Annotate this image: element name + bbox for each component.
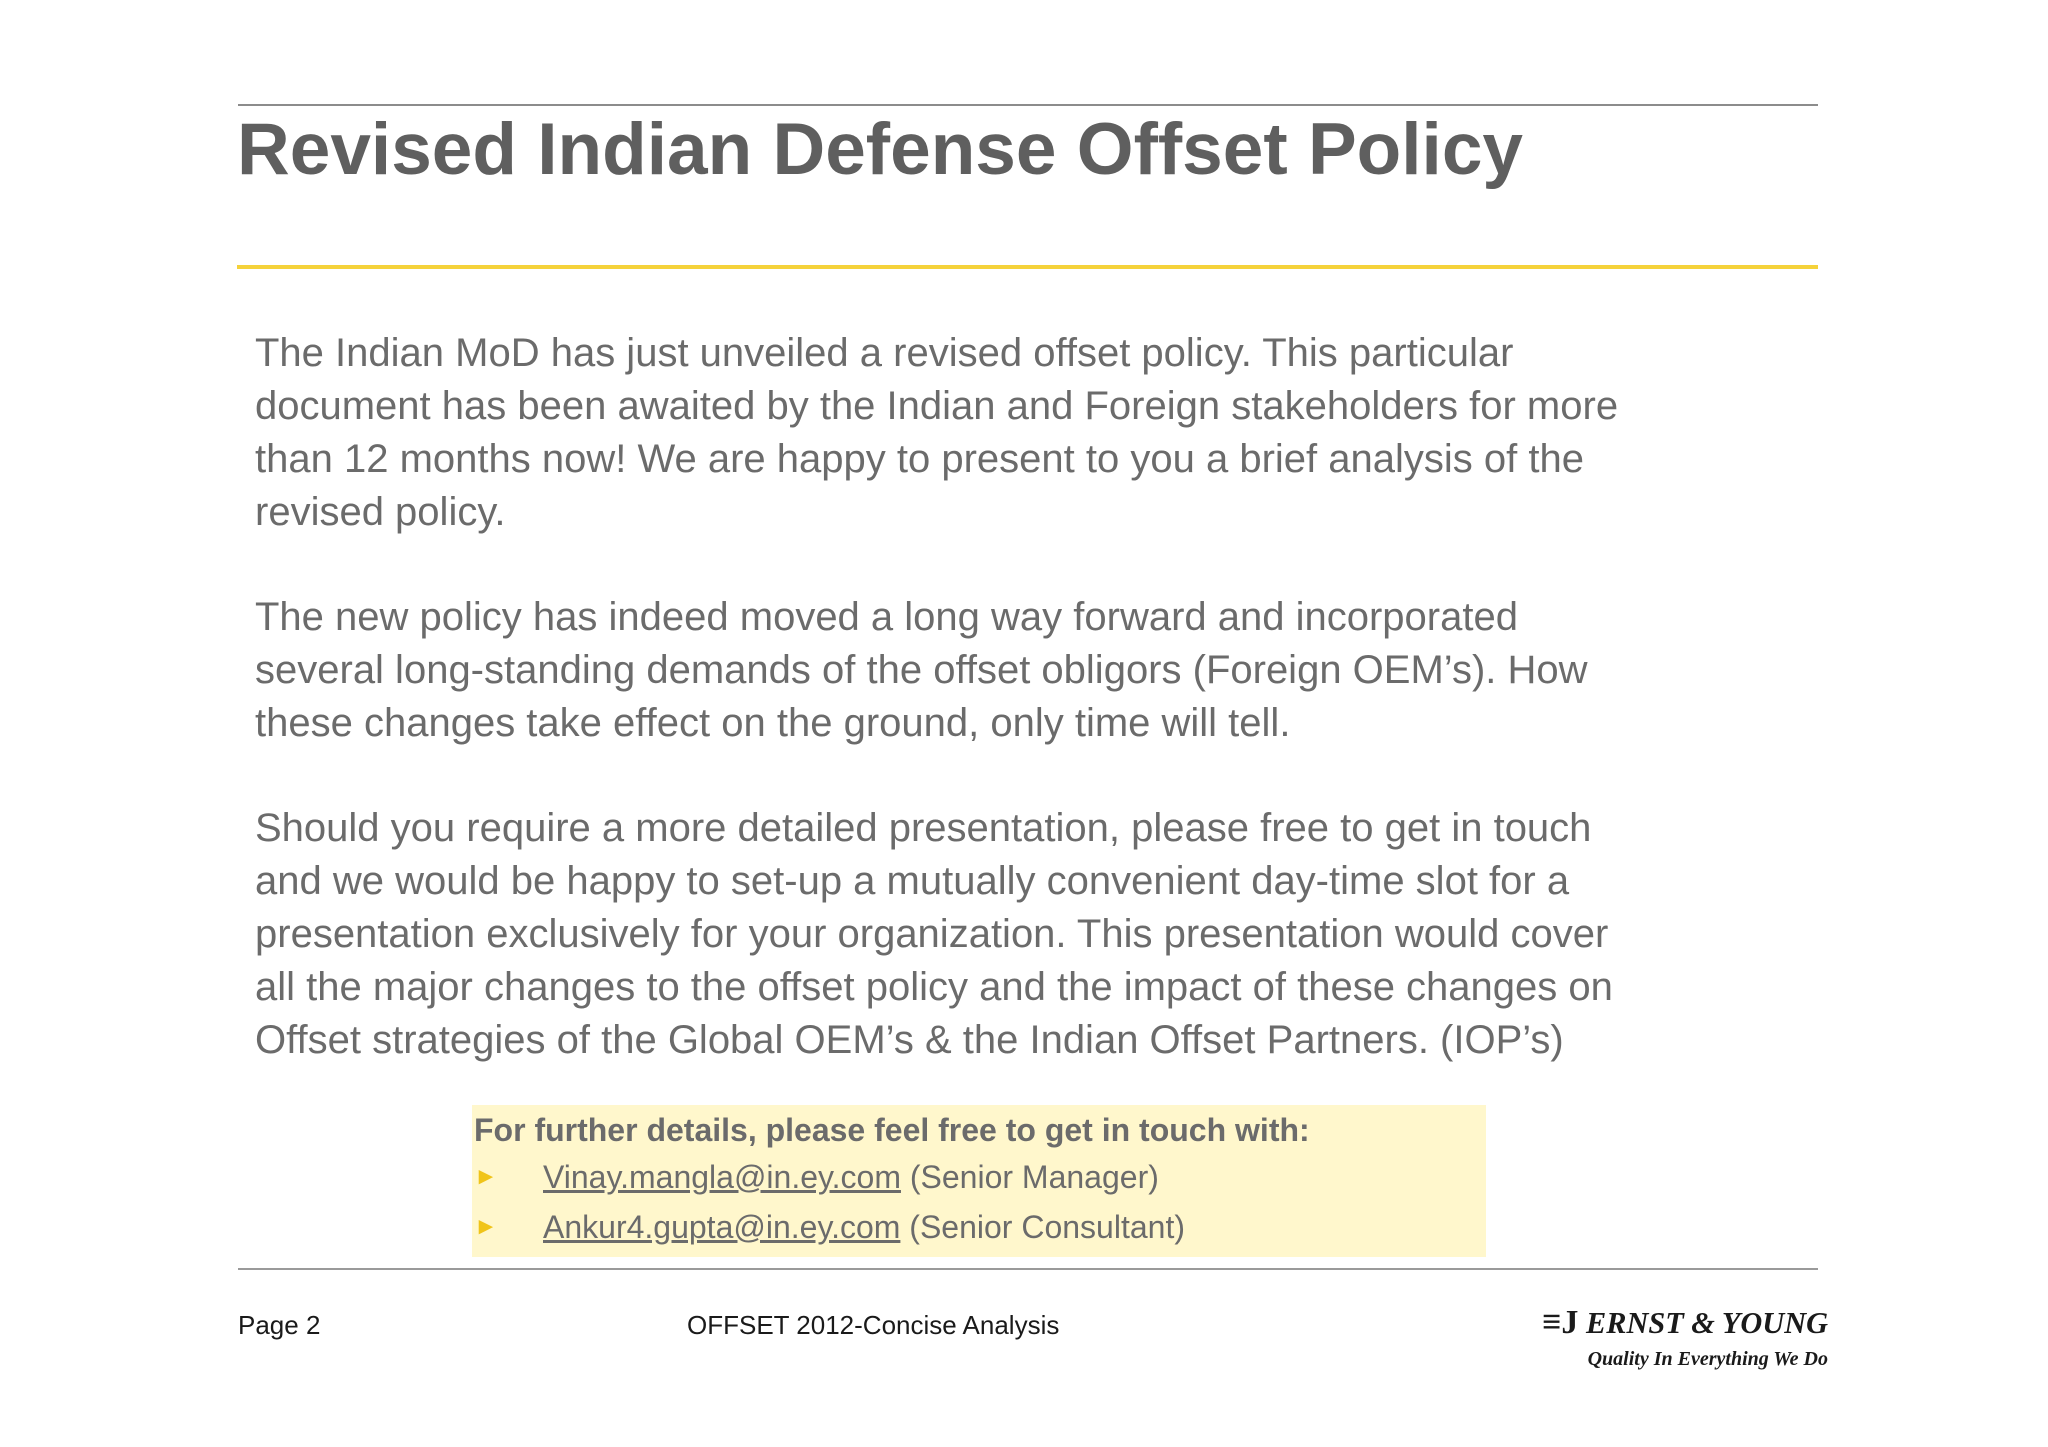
body-content: The Indian MoD has just unveiled a revis…	[255, 327, 1815, 1067]
ernst-young-logo: ≡J ERNST & YOUNG Quality In Everything W…	[1542, 1304, 1829, 1370]
paragraph-presentation: Should you require a more detailed prese…	[255, 802, 1815, 1067]
text-line: presentation exclusively for your organi…	[255, 912, 1609, 956]
top-rule	[238, 104, 1818, 106]
paragraph-new-policy: The new policy has indeed moved a long w…	[255, 591, 1815, 750]
contact-role: (Senior Manager)	[909, 1159, 1159, 1195]
footer-document-title: OFFSET 2012-Concise Analysis	[687, 1310, 1060, 1340]
logo-tagline: Quality In Everything We Do	[1588, 1348, 1828, 1370]
text-line: The Indian MoD has just unveiled a revis…	[255, 331, 1514, 375]
page-title: Revised Indian Defense Offset Policy	[237, 109, 1524, 190]
email-link-vinay[interactable]: Vinay.mangla@in.ey.com	[543, 1159, 901, 1195]
contact-box	[472, 1105, 1486, 1257]
text-line: these changes take effect on the ground,…	[255, 701, 1291, 745]
paragraph-intro: The Indian MoD has just unveiled a revis…	[255, 327, 1815, 539]
triangle-bullet-icon: ►	[474, 1163, 498, 1190]
page-number: Page 2	[238, 1310, 321, 1340]
text-line: Offset strategies of the Global OEM’s & …	[255, 1018, 1564, 1062]
text-line: and we would be happy to set-up a mutual…	[255, 859, 1570, 903]
text-line: revised policy.	[255, 490, 506, 534]
contact-heading: For further details, please feel free to…	[474, 1112, 1310, 1148]
text-line: several long-standing demands of the off…	[255, 648, 1588, 692]
contact-role: (Senior Consultant)	[909, 1209, 1185, 1245]
triangle-bullet-icon: ►	[474, 1213, 498, 1240]
logo-mark-icon: ≡J	[1542, 1304, 1578, 1341]
text-line: document has been awaited by the Indian …	[255, 384, 1619, 428]
footer-rule	[238, 1268, 1818, 1270]
contact-line: Vinay.mangla@in.ey.com (Senior Manager)	[543, 1156, 1159, 1198]
logo-name: ERNST & YOUNG	[1585, 1305, 1829, 1340]
title-underline	[237, 265, 1818, 269]
text-line: The new policy has indeed moved a long w…	[255, 595, 1518, 639]
text-line: Should you require a more detailed prese…	[255, 806, 1592, 850]
text-line: all the major changes to the offset poli…	[255, 965, 1613, 1009]
email-link-ankur[interactable]: Ankur4.gupta@in.ey.com	[543, 1209, 901, 1245]
text-line: than 12 months now! We are happy to pres…	[255, 437, 1584, 481]
contact-line: Ankur4.gupta@in.ey.com (Senior Consultan…	[543, 1206, 1185, 1248]
